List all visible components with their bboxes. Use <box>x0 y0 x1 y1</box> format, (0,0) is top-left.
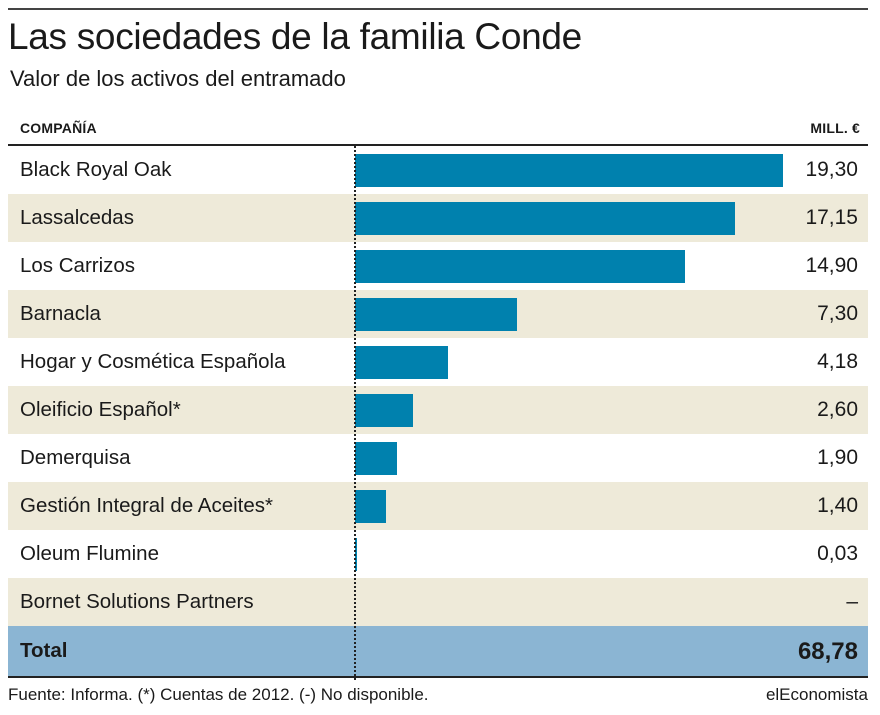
value-label: 14,90 <box>805 254 858 277</box>
category-label: Hogar y Cosmética Española <box>20 350 286 373</box>
bar <box>355 394 413 427</box>
category-label: Oleum Flumine <box>20 542 159 565</box>
total-value: 68,78 <box>797 638 858 665</box>
table-row: Black Royal Oak 19,30 <box>8 146 868 194</box>
table-header: COMPAÑÍA MILL. € <box>8 116 868 146</box>
bar <box>355 250 686 283</box>
brand-logo: elEconomista <box>765 685 868 704</box>
category-label: Los Carrizos <box>20 254 136 277</box>
chart-subtitle: Valor de los activos del entramado <box>10 66 346 91</box>
top-rule <box>8 8 868 10</box>
bar <box>355 490 387 523</box>
value-label: 19,30 <box>805 158 858 181</box>
category-label: Oleificio Español* <box>20 398 181 421</box>
table-row: Hogar y Cosmética Española 4,18 <box>8 338 868 386</box>
header-unit: MILL. € <box>810 120 860 136</box>
value-label: 17,15 <box>805 206 858 229</box>
category-label: Lassalcedas <box>20 206 134 229</box>
category-label: Black Royal Oak <box>20 158 172 181</box>
total-label: Total <box>20 639 68 662</box>
header-company: COMPAÑÍA <box>20 120 97 136</box>
value-label: 1,40 <box>817 494 858 517</box>
category-label: Barnacla <box>20 302 101 325</box>
category-label: Gestión Integral de Aceites* <box>20 494 273 517</box>
table-row: Oleum Flumine 0,03 <box>8 530 868 578</box>
value-label: 1,90 <box>817 446 858 469</box>
axis-divider <box>354 146 356 680</box>
value-label: 2,60 <box>817 398 858 421</box>
bar-table: Black Royal Oak 19,30 Lassalcedas 17,15 Los … <box>8 146 868 678</box>
bar <box>355 202 736 235</box>
table-row: Lassalcedas 17,15 <box>8 194 868 242</box>
bar <box>355 538 357 571</box>
table-row: Bornet Solutions Partners – <box>8 578 868 626</box>
value-label: – <box>846 590 858 613</box>
table-row: Oleificio Español* 2,60 <box>8 386 868 434</box>
category-label: Demerquisa <box>20 446 131 469</box>
source-note: Fuente: Informa. (*) Cuentas de 2012. (-… <box>8 685 429 704</box>
category-label: Bornet Solutions Partners <box>20 590 254 613</box>
bar <box>355 154 783 187</box>
table-row: Gestión Integral de Aceites* 1,40 <box>8 482 868 530</box>
bar <box>355 298 517 331</box>
value-label: 0,03 <box>817 542 858 565</box>
chart-title: Las sociedades de la familia Conde <box>8 16 582 57</box>
value-label: 7,30 <box>817 302 858 325</box>
table-row: Demerquisa 1,90 <box>8 434 868 482</box>
table-row: Los Carrizos 14,90 <box>8 242 868 290</box>
value-label: 4,18 <box>817 350 858 373</box>
total-row: Total 68,78 <box>8 626 868 678</box>
bar <box>355 442 398 475</box>
table-row: Barnacla 7,30 <box>8 290 868 338</box>
bar <box>355 346 448 379</box>
